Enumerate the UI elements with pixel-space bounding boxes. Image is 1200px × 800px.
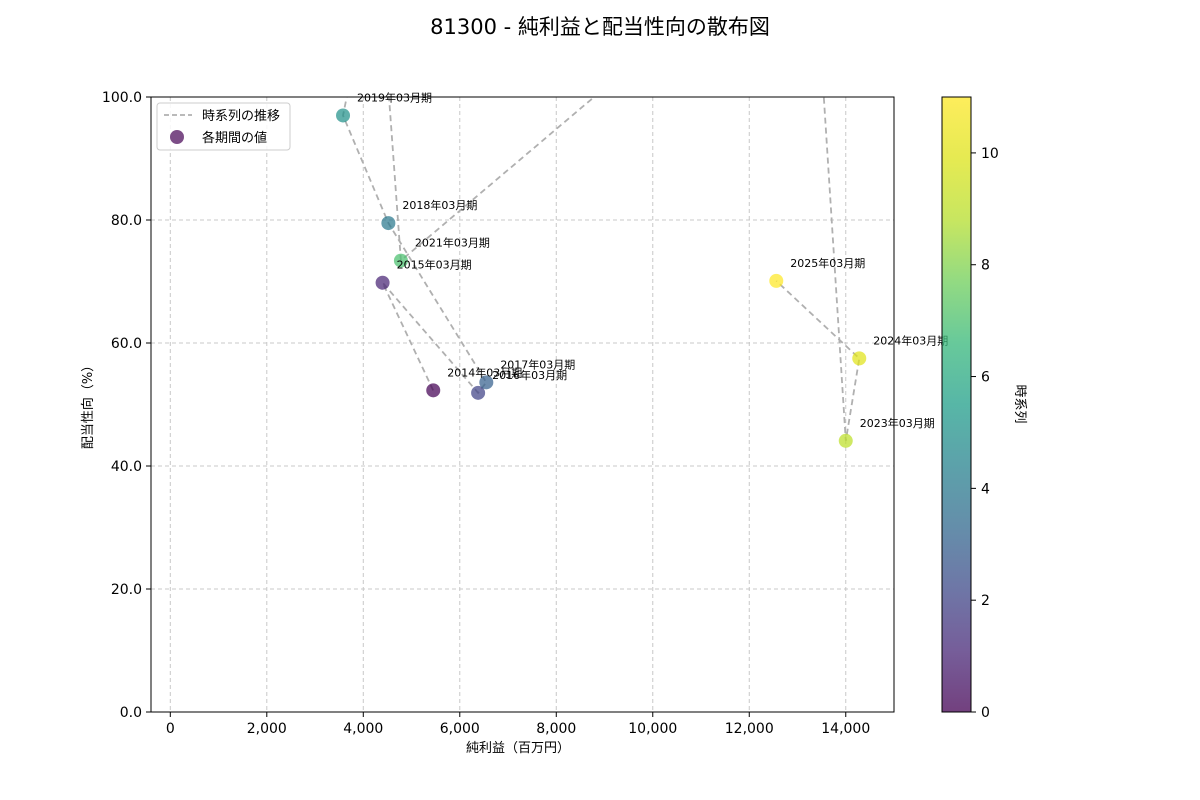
x-tick-label-7: 14,000 [821, 721, 870, 737]
x-tick-label-2: 4,000 [343, 721, 383, 737]
y-axis-ticks: 0.0 20.0 40.0 60.0 80.0 100.0 [102, 90, 151, 721]
colorbar-gradient [942, 97, 971, 712]
colorbar-tick-label-0: 0 [981, 705, 990, 721]
y-tick-label-5: 100.0 [102, 90, 142, 106]
data-point-4 [381, 216, 396, 231]
point-label-1: 2015年03月期 [397, 258, 472, 272]
data-point-0 [426, 383, 441, 398]
y-tick-label-0: 0.0 [120, 705, 142, 721]
point-label-0: 2014年03月期 [447, 365, 522, 379]
x-tick-label-3: 6,000 [440, 721, 480, 737]
y-tick-label-3: 60.0 [111, 336, 142, 352]
data-point-3 [479, 375, 494, 390]
point-label-2: 2016年03月期 [492, 368, 567, 382]
point-label-9: 2023年03月期 [860, 416, 935, 430]
data-point-7 [393, 253, 408, 268]
trend-line-group [342, 97, 861, 441]
colorbar: 0 2 4 6 8 10 時系列 [941, 96, 1027, 721]
x-tick-label-6: 12,000 [725, 721, 774, 737]
data-point-9 [838, 433, 853, 448]
data-point-2 [471, 385, 486, 400]
legend-label-trend: 時系列の推移 [202, 109, 280, 124]
x-axis-label: 純利益（百万円） [466, 741, 570, 756]
y-axis-label: 配当性向（%） [80, 359, 96, 449]
x-tick-label-1: 2,000 [247, 721, 287, 737]
point-label-7: 2021年03月期 [415, 236, 490, 250]
x-tick-label-4: 8,000 [536, 721, 576, 737]
y-tick-label-1: 20.0 [111, 582, 142, 598]
legend-marker-swatch [170, 130, 184, 144]
colorbar-tick-label-4: 8 [981, 258, 990, 274]
x-axis-ticks: 0 2,000 4,000 6,000 8,000 10,000 12,000 14,000 [166, 712, 870, 737]
colorbar-ticks: 0 2 4 6 8 10 [971, 146, 999, 721]
x-tick-label-0: 0 [166, 721, 175, 737]
colorbar-tick-label-5: 10 [981, 146, 999, 162]
plot-frame [150, 96, 895, 713]
colorbar-tick-label-3: 6 [981, 370, 990, 386]
point-label-10: 2024年03月期 [873, 333, 948, 347]
data-point-11 [769, 273, 784, 288]
y-tick-label-2: 40.0 [111, 459, 142, 475]
data-point-10 [852, 351, 867, 366]
colorbar-tick-label-2: 4 [981, 481, 990, 497]
data-point-5 [336, 108, 351, 123]
trend-line [342, 97, 861, 441]
colorbar-frame [941, 96, 972, 713]
chart-title: 81300 - 純利益と配当性向の散布図 [430, 15, 770, 39]
point-label-3: 2017年03月期 [500, 357, 575, 371]
colorbar-label: 時系列 [1012, 384, 1027, 423]
legend-label-values: 各期間の値 [202, 130, 267, 146]
grid-lines [151, 96, 894, 713]
point-group [336, 108, 867, 448]
x-tick-label-5: 10,000 [628, 721, 677, 737]
point-label-4: 2018年03月期 [402, 198, 477, 212]
point-label-11: 2025年03月期 [790, 256, 865, 270]
legend: 時系列の推移 各期間の値 [156, 102, 291, 151]
colorbar-tick-label-1: 2 [981, 593, 990, 609]
y-tick-label-4: 80.0 [111, 213, 142, 229]
data-point-1 [375, 275, 390, 290]
